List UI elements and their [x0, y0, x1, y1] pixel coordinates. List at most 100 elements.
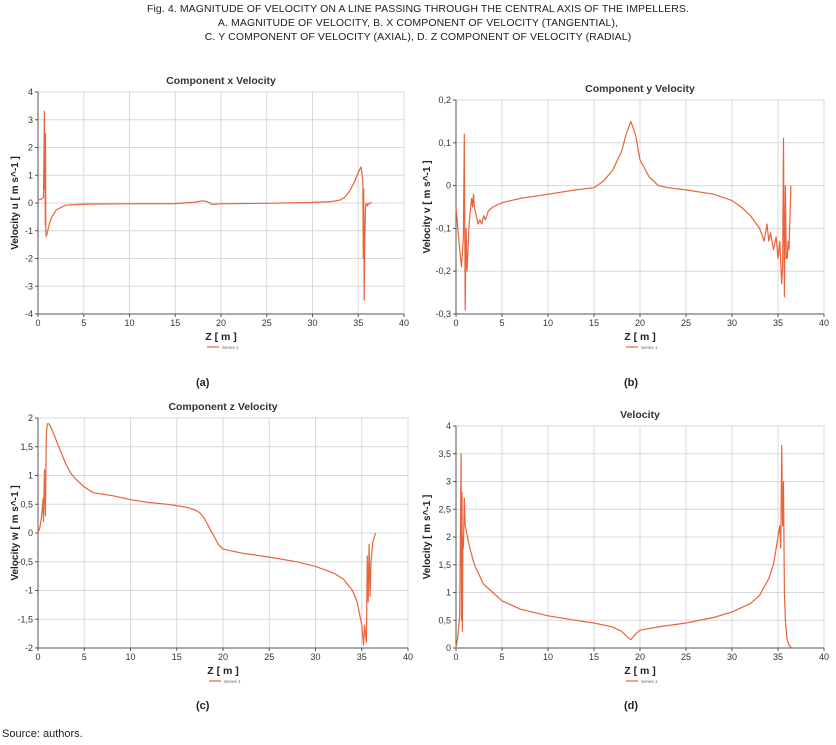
x-tick-label: 5	[499, 652, 504, 662]
y-tick-label: 3	[446, 477, 451, 487]
figure-caption: Fig. 4. MAGNITUDE OF VELOCITY ON A LINE …	[0, 2, 836, 44]
x-tick-label: 25	[262, 318, 272, 328]
y-tick-label: -1	[25, 586, 33, 596]
y-tick-label: -2	[25, 643, 33, 653]
x-tick-label: 5	[82, 652, 87, 662]
y-axis-label: Velocity w [ m s^-1 ]	[10, 485, 21, 580]
x-tick-label: 10	[125, 652, 135, 662]
x-tick-label: 0	[35, 318, 40, 328]
x-tick-label: 20	[635, 652, 645, 662]
x-axis-label: Z [ m ]	[205, 331, 237, 343]
x-tick-label: 5	[499, 318, 504, 328]
x-tick-label: 10	[543, 318, 553, 328]
caption-line-2: A. MAGNITUDE OF VELOCITY, B. X COMPONENT…	[217, 17, 619, 29]
x-tick-label: 25	[681, 318, 691, 328]
y-tick-label: 0,5	[438, 615, 451, 625]
y-tick-label: 2	[28, 413, 33, 423]
x-axis-label: Z [ m ]	[624, 665, 656, 677]
chart-velocity-magnitude: Velocity 0 5 10 15 20 25 30 35 40 0 0,5 1 1,5 2 2,5 3 3,5…	[422, 409, 829, 684]
chart-title: Component y Velocity	[585, 83, 695, 95]
caption-line-1: Fig. 4. MAGNITUDE OF VELOCITY ON A LINE …	[146, 3, 690, 15]
x-tick-label: 35	[353, 318, 363, 328]
y-tick-label: 1,5	[438, 560, 451, 570]
series-line	[37, 423, 377, 646]
x-tick-label: 25	[681, 652, 691, 662]
y-tick-label: 3,5	[438, 449, 451, 459]
y-axis-label: Velocity u [ m s^-1 ]	[10, 156, 21, 250]
y-tick-label: 3	[28, 115, 33, 125]
y-tick-label: -1	[25, 226, 33, 236]
y-tick-label: 4	[28, 87, 33, 97]
x-tick-label: 30	[727, 318, 737, 328]
x-tick-label: 35	[773, 318, 783, 328]
x-tick-label: 35	[773, 652, 783, 662]
y-tick-label: 2	[28, 143, 33, 153]
x-tick-label: 15	[589, 652, 599, 662]
y-tick-label: 1	[446, 588, 451, 598]
series-line	[37, 110, 372, 301]
x-tick-label: 0	[453, 652, 458, 662]
y-tick-label: 0,2	[438, 95, 451, 105]
x-axis-label: Z [ m ]	[207, 665, 239, 677]
y-tick-label: -2	[25, 254, 33, 264]
y-tick-label: 0	[28, 528, 33, 538]
x-tick-label: 5	[81, 318, 86, 328]
x-axis-label: Z [ m ]	[624, 331, 656, 343]
x-tick-label: 35	[357, 652, 367, 662]
y-tick-label: -0,2	[435, 266, 451, 276]
legend-label: Series 1	[224, 679, 241, 684]
x-tick-label: 15	[172, 652, 182, 662]
y-tick-label: 1	[28, 170, 33, 180]
y-axis-label: Velocity v [ m s^-1 ]	[422, 160, 433, 253]
x-tick-label: 20	[635, 318, 645, 328]
x-tick-label: 30	[307, 318, 317, 328]
panel-label-a: (a)	[196, 377, 210, 389]
source-note: Source: authors.	[2, 728, 83, 740]
x-tick-label: 40	[819, 318, 829, 328]
y-tick-label: 1	[28, 471, 33, 481]
y-tick-label: -3	[25, 281, 33, 291]
y-tick-label: -1,5	[17, 614, 33, 624]
x-tick-label: 20	[216, 318, 226, 328]
x-tick-label: 0	[35, 652, 40, 662]
legend-label: Series 1	[641, 345, 658, 350]
x-tick-label: 30	[310, 652, 320, 662]
y-tick-label: -0,1	[435, 223, 451, 233]
x-tick-label: 10	[124, 318, 134, 328]
chart-title: Velocity	[620, 409, 660, 421]
x-tick-label: 40	[403, 652, 413, 662]
y-tick-label: 2,5	[438, 504, 451, 514]
x-tick-label: 20	[218, 652, 228, 662]
y-tick-label: 0	[446, 643, 451, 653]
y-tick-label: 0,5	[20, 499, 33, 509]
y-tick-label: -0,5	[17, 557, 33, 567]
x-tick-label: 10	[543, 652, 553, 662]
y-tick-label: 0,1	[438, 138, 451, 148]
y-tick-label: 1,5	[20, 442, 33, 452]
series-line	[455, 444, 793, 649]
x-tick-label: 25	[264, 652, 274, 662]
y-tick-label: 2	[446, 532, 451, 542]
x-tick-label: 30	[727, 652, 737, 662]
y-tick-label: 4	[446, 421, 451, 431]
x-tick-label: 40	[399, 318, 409, 328]
panel-label-b: (b)	[624, 377, 639, 389]
chart-component-x-velocity: Component x Velocity 0 5 10 15 20 25 30 35 40 -4 -3…	[10, 75, 409, 350]
series-line	[455, 120, 792, 311]
chart-title: Component z Velocity	[168, 401, 277, 413]
x-tick-label: 40	[819, 652, 829, 662]
x-tick-label: 0	[453, 318, 458, 328]
x-tick-label: 15	[589, 318, 599, 328]
panel-label-c: (c)	[196, 700, 210, 712]
legend-label: Series 1	[641, 679, 658, 684]
panel-label-d: (d)	[624, 700, 639, 712]
legend-label: Series 1	[222, 345, 239, 350]
chart-title: Component x Velocity	[166, 75, 276, 87]
chart-component-y-velocity: Component y Velocity 0 5 10 15 20 25 30 35 40 -0,3…	[422, 83, 829, 350]
y-tick-label: -0,3	[435, 309, 451, 319]
x-tick-label: 15	[170, 318, 180, 328]
caption-line-3: C. Y COMPONENT OF VELOCITY (AXIAL), D. Z…	[204, 31, 632, 43]
y-tick-label: -4	[25, 309, 33, 319]
y-axis-label: Velocity [ m s^-1 ]	[422, 495, 433, 580]
